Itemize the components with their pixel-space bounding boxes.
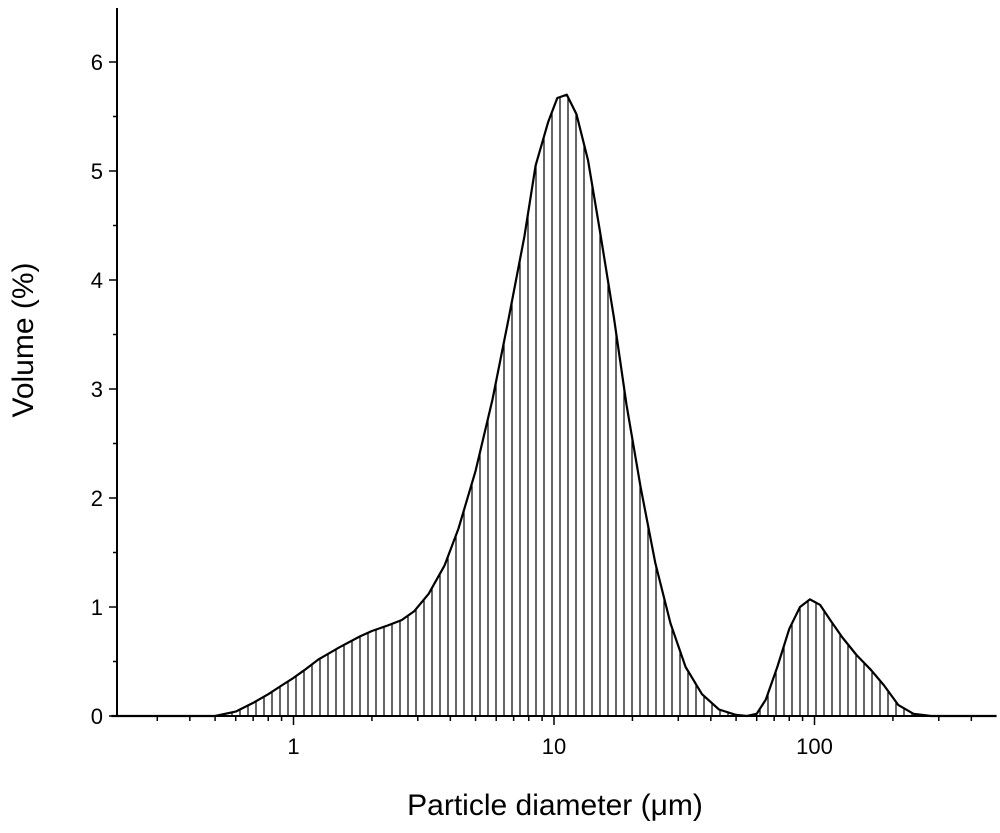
y-tick-label: 3 [91,377,103,402]
y-tick-label: 1 [91,595,103,620]
y-tick-label: 0 [91,704,103,729]
x-axis-title: Particle diameter (μm) [407,789,703,822]
y-axis-title: Volume (%) [7,262,40,417]
x-tick-label: 1 [287,734,299,759]
distribution-curve [111,93,997,718]
y-axis-ticks: 0 1 2 3 4 5 6 [91,50,117,729]
y-tick-label: 4 [91,268,103,293]
hatch-fill [223,97,913,716]
y-tick-label: 2 [91,486,103,511]
y-tick-label: 6 [91,50,103,75]
x-tick-label: 10 [542,734,566,759]
y-tick-label: 5 [91,159,103,184]
x-axis-ticks: 1 10 100 [156,716,973,759]
x-tick-label: 100 [796,734,833,759]
